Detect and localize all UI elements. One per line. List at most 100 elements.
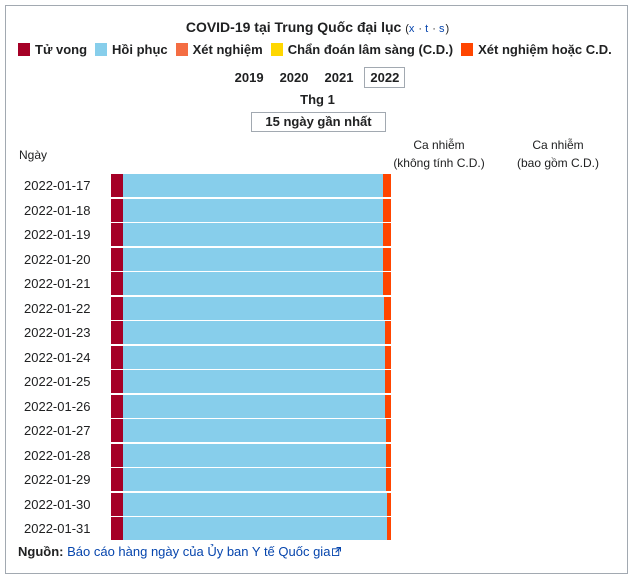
year-tab-2020[interactable]: 2020 [279,70,309,85]
legend-item: Tử vong [18,42,87,57]
stacked-bar [111,223,391,246]
stacked-bar [111,345,391,369]
bar-segment [123,443,386,467]
bar-segment [385,370,391,393]
chart-row: 2022-01-23 [6,321,629,344]
bar-segment [382,198,391,222]
stacked-bar [111,370,391,393]
chart-legend: Tử vong Hồi phục Xét nghiệm Chẩn đoán lâm s… [18,42,628,57]
bar-segment [111,517,124,540]
range-toggle-button[interactable]: 15 ngày gần nhất [251,112,386,132]
chart-row: 2022-01-22 [6,296,629,320]
stacked-bar [111,443,391,467]
bar-segment [111,468,124,491]
legend-label: Xét nghiệm hoặc C.D. [478,42,612,57]
bar-segment [123,247,384,271]
bar-segment [384,296,391,320]
chart-row: 2022-01-17 [6,174,629,197]
external-link-icon [332,547,342,556]
legend-swatch [95,43,108,56]
row-date-label: 2022-01-22 [24,300,91,316]
bar-segment [385,443,391,467]
source-link[interactable]: Báo cáo hàng ngày của Ủy ban Y tế Quốc g… [67,544,331,559]
legend-item: Xét nghiệm hoặc C.D. [461,42,612,57]
legend-swatch [18,43,30,56]
row-date-label: 2022-01-20 [24,251,91,267]
chart-row: 2022-01-30 [6,492,629,516]
bar-segment [111,394,124,418]
bar-segment [111,345,124,369]
bar-segment [383,223,391,246]
row-date-label: 2022-01-18 [24,202,91,218]
stacked-bar [111,394,391,418]
year-tab-2021[interactable]: 2021 [324,70,354,85]
legend-swatch [461,43,474,56]
bar-segment [111,492,124,516]
header-cases-excl-cd: Ca nhiễm (không tính C.D.) [393,138,485,170]
stacked-bar [111,198,391,222]
chart-row: 2022-01-21 [6,272,629,295]
month-label: Thg 1 [300,92,335,107]
chart-row: 2022-01-25 [6,370,629,393]
header-cases-incl-cd: Ca nhiễm (bao gồm C.D.) [516,138,600,170]
chart-row: 2022-01-27 [6,419,629,442]
source-line: Nguồn: Báo cáo hàng ngày của Ủy ban Y tế… [18,544,342,559]
row-date-label: 2022-01-17 [24,178,91,193]
nav-edit-link[interactable]: s [439,23,446,35]
bar-segment [383,272,391,295]
chart-row: 2022-01-28 [6,443,629,467]
year-tab-2022[interactable]: 2022 [364,67,406,88]
chart-title: COVID-19 tại Trung Quốc đại lục (x · t ·… [6,19,629,35]
bar-segment [385,419,391,442]
header-day: Ngày [19,148,48,162]
bar-segment [123,492,387,516]
bar-segment [382,174,391,197]
legend-label: Chẩn đoán lâm sàng (C.D.) [287,42,454,57]
bar-segment [123,198,383,222]
bar-segment [111,198,124,222]
bar-segment [111,443,124,467]
bar-segment [123,394,386,418]
bar-segment [386,468,391,491]
row-date-label: 2022-01-29 [24,472,91,487]
stacked-bar [111,247,391,271]
bar-segment [123,272,384,295]
bar-segment [111,321,124,344]
nav-view-link[interactable]: x [408,23,416,35]
bar-segment [123,296,384,320]
row-date-label: 2022-01-30 [24,496,91,512]
year-selector: 2019 2020 2021 2022 [6,67,629,88]
bar-segment [111,247,124,271]
bar-segment [384,321,391,344]
year-tab-2019[interactable]: 2019 [234,70,264,85]
bar-segment [111,174,124,197]
bar-segment [111,272,124,295]
bar-segment [123,517,387,540]
source-label: Nguồn: [18,544,64,559]
stacked-bar [111,468,391,491]
bar-segment [386,492,391,516]
bar-segment [123,419,386,442]
row-date-label: 2022-01-25 [24,374,91,389]
stacked-bar [111,419,391,442]
stacked-bar [111,517,391,540]
bar-segment [385,394,391,418]
chart-row: 2022-01-26 [6,394,629,418]
row-date-label: 2022-01-27 [24,423,91,438]
template-nav: (x · t · s) [405,23,450,35]
bar-segment [111,296,124,320]
chart-row: 2022-01-19 [6,223,629,246]
title-text: COVID-19 tại Trung Quốc đại lục [185,19,402,35]
legend-swatch [175,43,188,56]
bar-segment [123,345,385,369]
legend-label: Tử vong [35,42,88,57]
chart-row: 2022-01-18 [6,198,629,222]
nav-talk-link[interactable]: t [425,23,430,35]
bar-segment [384,345,391,369]
bar-segment [123,321,385,344]
bar-segment [123,223,384,246]
row-date-label: 2022-01-19 [24,227,91,242]
bar-segment [111,419,124,442]
covid-chart-box: COVID-19 tại Trung Quốc đại lục (x · t ·… [5,5,628,574]
bar-segment [123,468,387,491]
